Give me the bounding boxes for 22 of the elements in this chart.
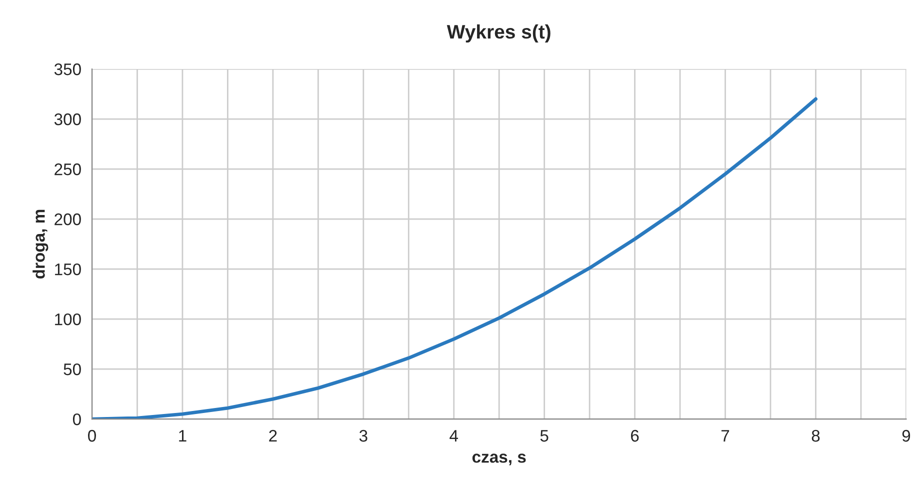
y-axis-title: droga, m	[32, 210, 48, 279]
x-tick-label: 2	[269, 430, 277, 442]
x-tick-label: 5	[540, 430, 548, 442]
y-tick-label: 0	[72, 413, 81, 426]
y-tick-label: 150	[55, 263, 81, 276]
x-tick-label: 7	[721, 430, 730, 442]
y-tick-label: 350	[54, 63, 81, 76]
x-tick-label: 9	[902, 430, 910, 442]
y-tick-label: 200	[54, 213, 81, 226]
x-tick-label: 1	[179, 430, 186, 442]
x-tick-label: 8	[812, 430, 820, 442]
x-tick-label: 0	[88, 430, 96, 442]
y-tick-label: 50	[64, 363, 81, 376]
y-tick-label: 250	[54, 163, 81, 176]
line-series	[92, 97, 818, 420]
chart-title: Wykres s(t)	[446, 24, 550, 42]
x-tick-label: 3	[359, 430, 368, 442]
y-tick-label: 100	[55, 313, 81, 326]
x-tick-label: 4	[450, 430, 458, 442]
x-axis-title: czas, s	[472, 454, 526, 466]
y-tick-label: 300	[54, 113, 81, 126]
x-tick-label: 6	[631, 430, 639, 442]
